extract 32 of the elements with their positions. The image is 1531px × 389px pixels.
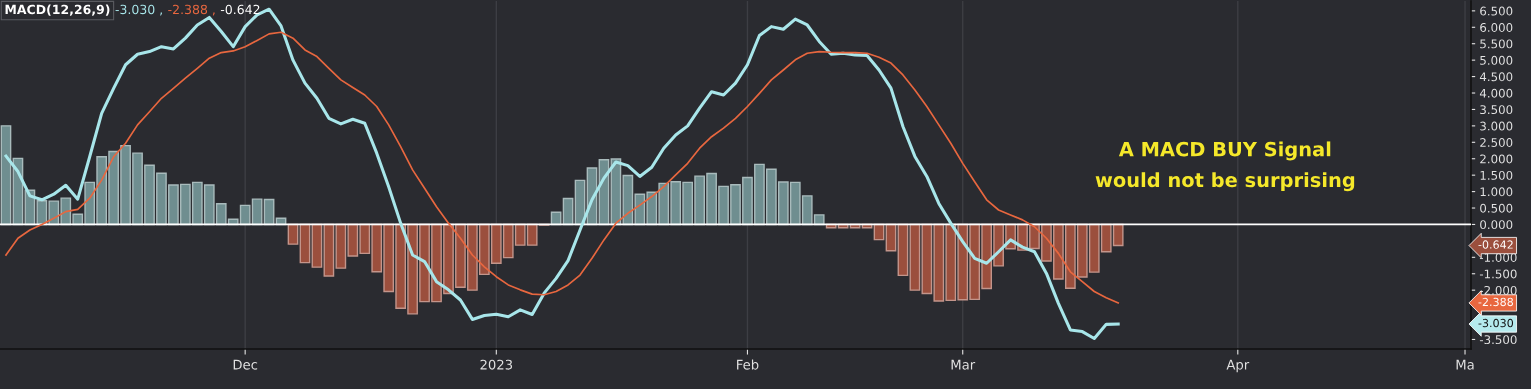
x-tick-label: Dec: [233, 359, 258, 370]
text: -2.388: [1478, 297, 1513, 307]
x-tick-label: 2023: [480, 359, 513, 370]
annotation: -0.642: [220, 4, 260, 15]
y-tick-label: 5.500: [1480, 39, 1513, 49]
y-tick-label: 4.000: [1479, 88, 1513, 98]
annotation: -2.388 ,: [168, 4, 215, 16]
y-tick-label: 1.000: [1480, 187, 1513, 197]
y-tick-label: 3.000: [1480, 121, 1513, 131]
y-tick-label: -1.500: [1479, 269, 1517, 279]
x-tick-label: Ma: [1456, 359, 1474, 370]
y-tick-label: -3.500: [1479, 335, 1517, 345]
annotation: -3.030 ,: [115, 4, 162, 16]
x-tick-label: Mar: [951, 359, 976, 370]
y-tick-label: 0.000: [1480, 220, 1513, 230]
y-tick-label: 6.500: [1480, 6, 1513, 16]
text: -0.642: [1478, 240, 1513, 249]
annotation: A MACD BUY Signal would not be surprising: [1095, 141, 1355, 192]
x-tick-label: Apr: [1226, 359, 1250, 373]
y-tick-label: 3.500: [1480, 105, 1513, 115]
chart-title: MACD(12,26,9): [5, 4, 110, 16]
y-tick-label: -1.000: [1479, 253, 1517, 262]
y-tick-label: 1.500: [1480, 170, 1513, 180]
y-tick-label: 4.500: [1479, 72, 1513, 82]
x-tick-label: Feb: [737, 359, 759, 370]
text: -3.030: [1478, 318, 1514, 328]
y-tick-label: 5.000: [1480, 55, 1513, 65]
y-tick-label: 2.500: [1480, 138, 1513, 147]
y-tick-label: 0.500: [1480, 203, 1513, 213]
y-tick-label: -2.000: [1479, 285, 1517, 295]
y-tick-label: 6.000: [1480, 23, 1513, 32]
y-tick-label: 2.000: [1480, 154, 1513, 164]
